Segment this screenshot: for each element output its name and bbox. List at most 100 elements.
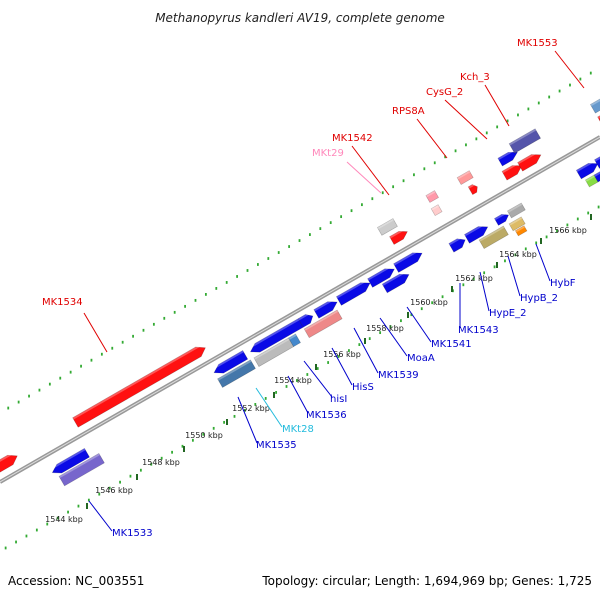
gene-label[interactable]: HybF <box>550 278 576 289</box>
track-dot <box>87 498 90 502</box>
gene-label[interactable]: MK1536 <box>306 410 347 421</box>
gene-feature[interactable] <box>456 170 474 185</box>
track-dot <box>514 253 517 257</box>
track-dot <box>524 247 527 251</box>
gene-feature[interactable] <box>297 311 315 328</box>
gene-feature[interactable] <box>517 150 544 172</box>
gene-feature[interactable] <box>247 318 304 357</box>
track-dot <box>465 143 467 147</box>
track-dot <box>171 450 173 454</box>
track-dot <box>496 125 499 129</box>
gene-feature[interactable] <box>335 278 372 306</box>
gene-feature[interactable] <box>589 93 600 114</box>
gene-label[interactable]: HisS <box>352 382 374 393</box>
gene-feature[interactable] <box>0 451 20 481</box>
tick-label: 1560 kbp <box>410 298 448 307</box>
track-dot <box>108 486 111 490</box>
gene-label[interactable]: MK1539 <box>378 370 419 381</box>
track-dot <box>493 265 496 269</box>
track-dot <box>223 420 225 424</box>
gene-feature[interactable] <box>584 174 599 188</box>
track-dot <box>48 382 51 386</box>
gene-feature[interactable] <box>58 452 105 487</box>
track-dot <box>485 131 488 135</box>
gene-feature[interactable] <box>494 211 510 226</box>
gene-label[interactable]: MK1541 <box>431 339 472 350</box>
gene-feature[interactable] <box>430 204 443 217</box>
tick-label: 1546 kbp <box>95 486 133 495</box>
tick-label: 1552 kbp <box>232 404 270 413</box>
gene-feature[interactable] <box>367 264 397 288</box>
gene-feature[interactable] <box>464 222 490 244</box>
track-dot <box>517 113 519 117</box>
gene-label[interactable]: hisI <box>330 394 347 405</box>
gene-label[interactable]: MKt29 <box>312 148 344 159</box>
track-dot <box>194 298 197 302</box>
gene-label[interactable]: CysG_2 <box>426 87 463 98</box>
gene-feature[interactable] <box>389 227 410 245</box>
track-dot <box>379 331 382 335</box>
label-leader <box>479 271 490 312</box>
gene-label[interactable]: Kch_3 <box>460 72 490 83</box>
gene-feature[interactable] <box>303 309 343 339</box>
gene-label[interactable]: MK1535 <box>256 440 297 451</box>
gene-feature[interactable] <box>49 447 90 477</box>
track-dot <box>267 257 270 260</box>
gene-label[interactable]: MK1533 <box>112 528 153 539</box>
gene-feature[interactable] <box>211 350 249 377</box>
gene-feature[interactable] <box>448 235 468 253</box>
track-dot <box>243 408 246 412</box>
track-dot <box>410 313 413 317</box>
label-leader <box>88 500 113 532</box>
gene-feature[interactable] <box>575 159 600 180</box>
gene-label[interactable]: HypB_2 <box>520 293 558 304</box>
gene-label[interactable]: MK1553 <box>517 38 558 49</box>
track-dot <box>257 263 259 266</box>
track-dot <box>236 275 238 278</box>
label-leader <box>237 396 258 444</box>
track-dot <box>462 283 465 287</box>
label-leader <box>83 312 108 353</box>
gene-label[interactable]: MoaA <box>407 353 435 364</box>
gene-feature[interactable] <box>253 337 295 367</box>
gene-label[interactable]: MK1542 <box>332 133 373 144</box>
gene-label[interactable]: MKt28 <box>282 424 314 435</box>
tick-mark <box>540 238 542 244</box>
gene-feature[interactable] <box>497 148 520 167</box>
gene-feature[interactable] <box>507 202 526 219</box>
track-dot <box>77 504 80 508</box>
gene-label[interactable]: MK1534 <box>42 297 83 308</box>
track-dot <box>233 414 236 418</box>
track-dot <box>204 292 207 296</box>
gene-feature[interactable] <box>217 359 256 388</box>
track-dot <box>121 340 124 344</box>
gene-feature[interactable] <box>393 248 425 273</box>
gene-feature[interactable] <box>381 270 411 294</box>
gene-feature[interactable] <box>467 182 479 196</box>
track-dot <box>191 438 194 442</box>
gene-feature[interactable] <box>478 225 509 250</box>
gene-label[interactable]: RPS8A <box>392 106 425 117</box>
gene-label[interactable]: MK1543 <box>458 325 499 336</box>
gene-feature[interactable] <box>514 225 528 237</box>
gene-feature[interactable] <box>508 216 526 232</box>
track-dot <box>163 316 166 320</box>
gene-label[interactable]: HypE_2 <box>489 308 526 319</box>
track-dot <box>212 426 215 430</box>
accession-text: Accession: NC_003551 <box>8 574 144 588</box>
gene-feature[interactable] <box>501 161 524 181</box>
tick-mark <box>86 503 88 509</box>
gene-feature[interactable] <box>376 218 398 236</box>
gene-feature[interactable] <box>313 297 340 319</box>
label-leader <box>406 306 432 343</box>
track-dot <box>46 522 49 526</box>
track-dot <box>454 149 457 153</box>
gene-feature[interactable] <box>288 333 301 348</box>
tick-mark <box>364 338 366 344</box>
tick-label: 1550 kbp <box>185 431 223 440</box>
label-leader <box>346 161 382 194</box>
gene-feature[interactable] <box>508 128 542 154</box>
track-dot <box>319 227 322 230</box>
gene-feature[interactable] <box>425 190 439 203</box>
gene-feature[interactable] <box>72 342 209 428</box>
